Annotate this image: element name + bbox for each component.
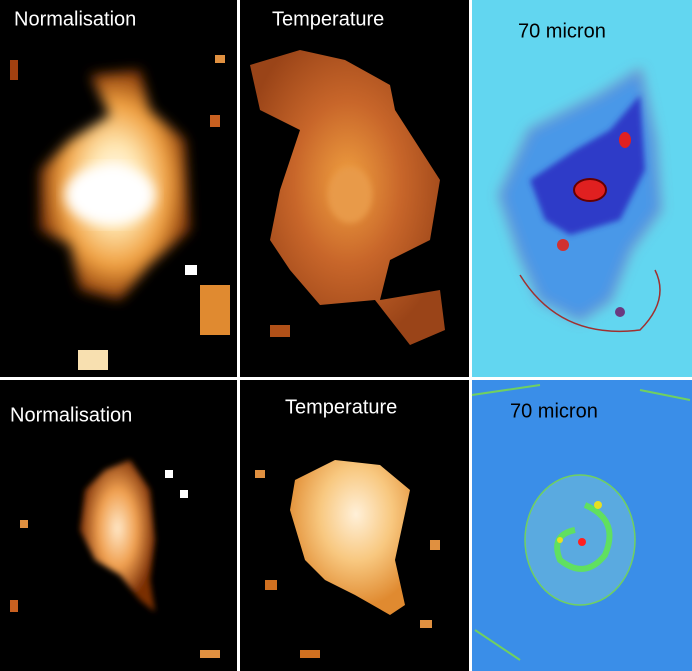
panel-label: Temperature [285, 396, 397, 418]
panel-label: 70 micron [518, 20, 606, 42]
panel [240, 380, 469, 671]
panel-label: Temperature [272, 8, 384, 30]
panel-label: Normalisation [14, 8, 136, 30]
panel [0, 0, 237, 377]
panel [472, 380, 692, 671]
panel [472, 0, 692, 377]
figure: Normalisation Temperature 70 micron Norm… [0, 0, 692, 671]
panel-label: Normalisation [10, 404, 132, 426]
panel-label: 70 micron [510, 400, 598, 422]
panel [240, 0, 469, 377]
